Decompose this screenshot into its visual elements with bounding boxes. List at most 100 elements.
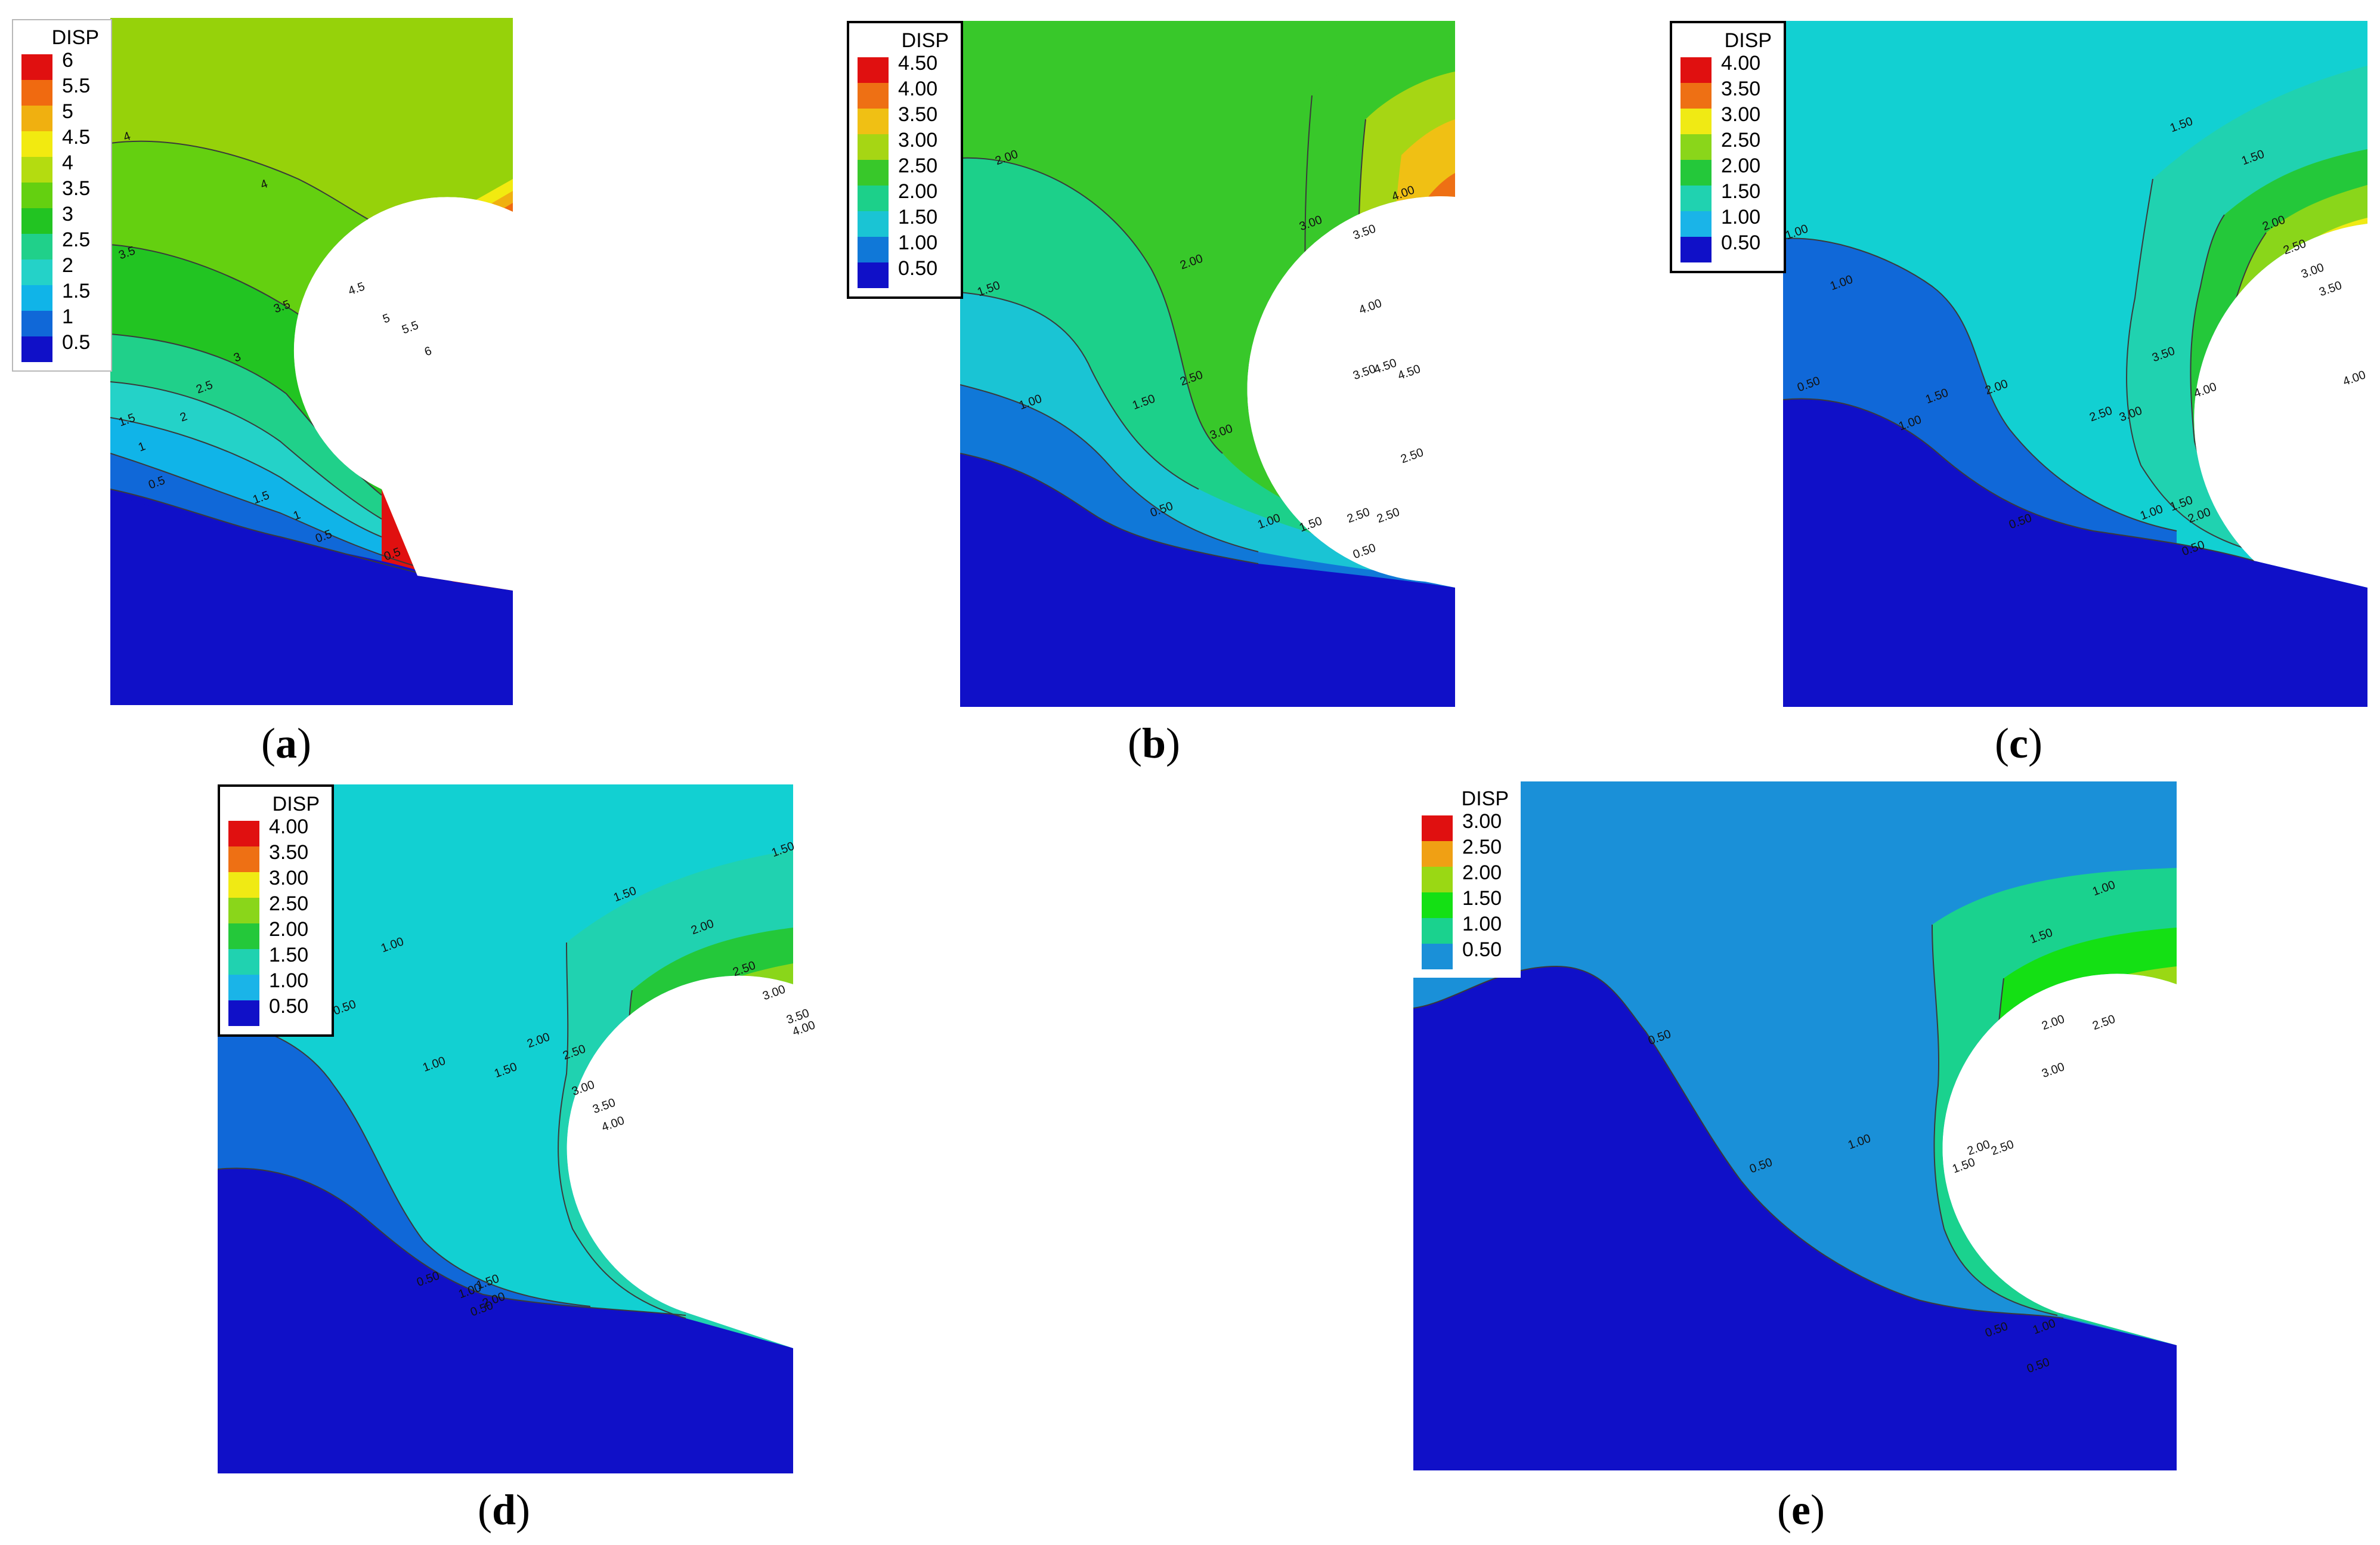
- legend-swatch: [21, 131, 52, 157]
- legend-label: 5: [62, 100, 73, 123]
- legend-label: 1.50: [898, 206, 938, 228]
- legend-label: 2.50: [1462, 836, 1502, 858]
- legend-row: 1.50: [228, 944, 323, 975]
- legend-row: 2.50: [1422, 836, 1512, 867]
- caption-d: (d): [477, 1486, 531, 1534]
- legend-swatch: [21, 285, 52, 311]
- legend-label: 4.00: [269, 815, 309, 838]
- legend-row: 1.00: [1422, 913, 1512, 944]
- legend-swatch: [858, 134, 889, 160]
- legend-swatch: [228, 821, 259, 846]
- contour-plot-e: 1.001.502.00 2.500.501.001.502.002.503.00…: [1413, 781, 2183, 1470]
- legend-swatch: [21, 259, 52, 285]
- legend-label: 2.00: [1721, 154, 1761, 177]
- legend-label: 3.00: [1462, 810, 1502, 833]
- legend-row: 4.00: [228, 815, 323, 846]
- legend-swatch: [1680, 109, 1712, 134]
- legend-swatch: [858, 83, 889, 109]
- band-b-05: [960, 453, 1455, 707]
- legend-a: DISP 6 5.5 5 4.5 4 3.5 3 2.5 2 1.5 1 0.5: [12, 19, 112, 372]
- legend-label: 2.50: [269, 892, 309, 915]
- legend-swatch: [1680, 134, 1712, 160]
- legend-swatch: [21, 54, 52, 80]
- legend-row: 4.00: [1680, 52, 1775, 83]
- legend-swatch: [858, 262, 889, 288]
- legend-label: 3.50: [898, 103, 938, 126]
- legend-swatch: [858, 186, 889, 211]
- legend-row: 4: [21, 152, 103, 183]
- legend-e: DISP 3.00 2.50 2.00 1.50 1.00 0.50: [1413, 781, 1521, 978]
- legend-swatch: [21, 80, 52, 106]
- legend-title-a: DISP: [51, 26, 99, 49]
- legend-swatch: [858, 160, 889, 186]
- legend-swatch: [21, 311, 52, 336]
- legend-label: 3.00: [898, 129, 938, 152]
- legend-label: 1.00: [269, 969, 309, 992]
- legend-row: 1.50: [858, 206, 952, 237]
- legend-b: DISP 4.50 4.00 3.50 3.00 2.50 2.00 1.50 1.00 0.5…: [847, 21, 963, 299]
- legend-label: 6: [62, 49, 73, 72]
- legend-row: 2.00: [1680, 154, 1775, 186]
- panel-a: 4 4 3.5 3.5 3 2.5 2 1.5 1 0.5 0.5 0.5 1 1.5 4.5 5 5.5 6 D…: [0, 0, 525, 716]
- legend-label: 4.00: [1721, 52, 1761, 75]
- legend-row: 0.50: [1422, 938, 1512, 969]
- legend-title-d: DISP: [272, 793, 320, 815]
- legend-label: 0.50: [898, 257, 938, 280]
- contour-plot-d: 1.501.502.002.503.003.504.001.000.501.00…: [218, 784, 817, 1473]
- legend-label: 1.50: [269, 944, 309, 966]
- contour-plot-c: 1.001.501.502.002.503.003.504.001.000.50…: [1783, 21, 2380, 707]
- legend-row: 3.50: [228, 841, 323, 872]
- legend-swatch: [858, 57, 889, 83]
- legend-row: 2.50: [1680, 129, 1775, 160]
- legend-swatch: [1422, 918, 1453, 944]
- legend-row: 6: [21, 49, 103, 80]
- band-e-05: [1413, 966, 2177, 1470]
- band-a-bottom: [110, 495, 513, 705]
- legend-swatch: [1422, 867, 1453, 892]
- legend-swatch: [1680, 160, 1712, 186]
- legend-row: 2.50: [858, 154, 952, 186]
- legend-label: 1.00: [1721, 206, 1761, 228]
- legend-row: 2.00: [1422, 861, 1512, 892]
- legend-label: 1.00: [1462, 913, 1502, 935]
- legend-swatch: [1680, 186, 1712, 211]
- legend-swatch: [228, 975, 259, 1000]
- caption-b: (b): [1127, 719, 1181, 767]
- legend-swatch: [858, 109, 889, 134]
- legend-label: 2.50: [1721, 129, 1761, 152]
- legend-swatch: [228, 923, 259, 949]
- legend-row: 2.5: [21, 228, 103, 259]
- panel-d: 1.50 1.50 2.00 2.50 3.00 3.50 4.00 1.00 0.50 1.00…: [209, 775, 835, 1491]
- legend-label: 3.00: [1721, 103, 1761, 126]
- legend-swatch: [1680, 57, 1712, 83]
- contour-labels-b: 2.001.501.00 1.502.002.503.003.504.004.50…: [976, 147, 1425, 561]
- legend-label: 3.00: [269, 867, 309, 889]
- legend-row: 4.5: [21, 126, 103, 157]
- legend-row: 0.50: [228, 995, 323, 1026]
- legend-swatch: [1422, 815, 1453, 841]
- legend-row: 2.50: [228, 892, 323, 923]
- legend-row: 1.50: [1680, 180, 1775, 211]
- legend-swatch: [228, 872, 259, 898]
- legend-c: DISP 4.00 3.50 3.00 2.50 2.00 1.50 1.00 0.50: [1670, 21, 1786, 273]
- legend-row: 1.00: [858, 231, 952, 262]
- caption-a: (a): [261, 719, 311, 767]
- legend-swatch: [21, 157, 52, 183]
- legend-row: 1.00: [1680, 206, 1775, 237]
- legend-row: 3.00: [228, 867, 323, 898]
- legend-row: 1: [21, 305, 103, 336]
- legend-swatch: [858, 211, 889, 237]
- legend-label: 2.00: [898, 180, 938, 203]
- legend-label: 2.00: [1462, 861, 1502, 884]
- legend-label: 4: [62, 152, 73, 174]
- legend-row: 3.50: [858, 103, 952, 134]
- legend-label: 3.50: [269, 841, 309, 864]
- legend-swatch: [1422, 944, 1453, 969]
- legend-title-b: DISP: [901, 29, 949, 52]
- legend-label: 3: [62, 203, 73, 225]
- legend-label: 1: [62, 305, 73, 328]
- legend-swatch: [858, 237, 889, 262]
- legend-label: 3.5: [62, 177, 91, 200]
- legend-label: 5.5: [62, 75, 91, 97]
- legend-row: 0.50: [858, 257, 952, 288]
